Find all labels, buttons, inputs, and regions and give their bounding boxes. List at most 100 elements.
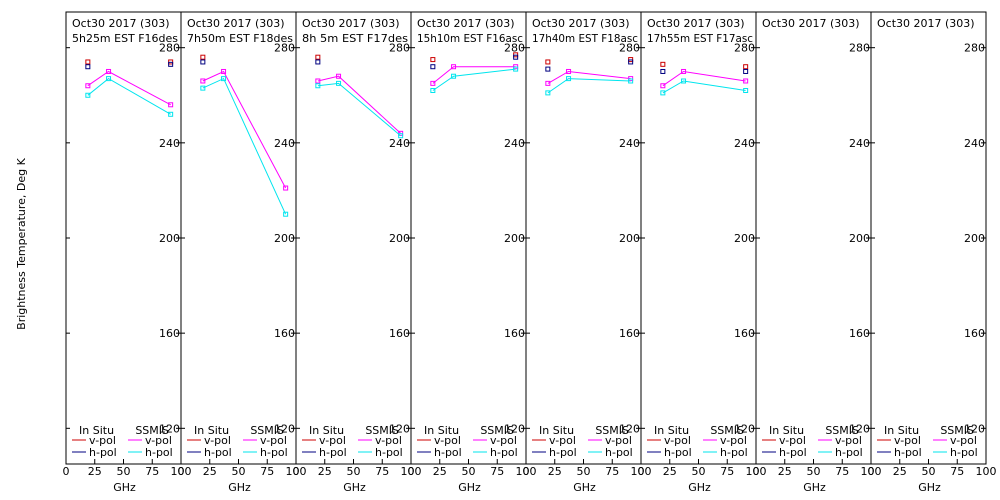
legend-insitu-header: In Situ <box>309 424 344 437</box>
legend-ssmis-v-pol-label: v-pol <box>605 434 632 447</box>
ssmis-h-marker <box>628 78 634 84</box>
legend-insitu-h-pol-label: h-pol <box>89 446 117 459</box>
legend-ssmis-h-pol-label: h-pol <box>950 446 978 459</box>
x-axis-label: GHz <box>343 481 366 494</box>
legend-ssmis-v-pol-label: v-pol <box>835 434 862 447</box>
insitu-h-marker <box>430 64 436 70</box>
x-tick-label: 75 <box>145 465 159 478</box>
y-tick-label: 240 <box>734 137 755 150</box>
ssmis-h-line <box>547 78 631 94</box>
x-axis-label: GHz <box>918 481 941 494</box>
x-tick-label: 25 <box>778 465 792 478</box>
legend-insitu-v-pol-label: v-pol <box>204 434 231 447</box>
insitu-h-marker <box>200 59 206 65</box>
y-tick-label: 240 <box>849 137 870 150</box>
legend-ssmis-header: SSMIS <box>250 424 284 437</box>
panel-1: Oct30 2017 (303) 5h25m EST F16des 120 160 20… <box>63 17 192 494</box>
insitu-v-marker <box>85 59 91 65</box>
ssmis-v-marker <box>743 78 749 84</box>
ssmis-v-marker <box>451 64 457 70</box>
x-tick-label: 0 <box>638 465 645 478</box>
insitu-v-marker <box>315 54 321 60</box>
legend-ssmis-h-pol-label: h-pol <box>260 446 288 459</box>
insitu-h-marker <box>545 66 551 72</box>
insitu-v-marker <box>200 54 206 60</box>
x-tick-label: 100 <box>286 465 307 478</box>
ssmis-h-line <box>662 80 746 94</box>
legend-ssmis-h-pol-label: h-pol <box>835 446 863 459</box>
y-tick-label: 120 <box>159 422 180 435</box>
y-tick-label: 160 <box>619 327 640 340</box>
x-axis-label: GHz <box>113 481 136 494</box>
legend-insitu-v-pol-label: v-pol <box>549 434 576 447</box>
legend-ssmis-v-pol-label: v-pol <box>490 434 517 447</box>
x-tick-label: 75 <box>260 465 274 478</box>
insitu-v-marker <box>743 64 749 70</box>
x-tick-label: 75 <box>605 465 619 478</box>
panel-4: Oct30 2017 (303) 15h10m EST F16asc 120 160 2… <box>408 12 537 494</box>
panel-title: Oct30 2017 (303) <box>762 17 860 30</box>
x-tick-label: 75 <box>835 465 849 478</box>
x-tick-label: 100 <box>861 465 882 478</box>
x-tick-label: 50 <box>347 465 361 478</box>
ssmis-v-marker <box>336 73 342 79</box>
legend-insitu-header: In Situ <box>539 424 574 437</box>
ssmis-h-marker <box>743 88 749 94</box>
insitu-h-marker <box>660 68 666 74</box>
legend-insitu-header: In Situ <box>79 424 114 437</box>
y-tick-label: 120 <box>964 422 985 435</box>
ssmis-v-marker <box>283 185 289 191</box>
y-tick-label: 120 <box>619 422 640 435</box>
x-tick-label: 0 <box>63 465 70 478</box>
x-tick-label: 0 <box>293 465 300 478</box>
ssmis-v-line <box>202 70 287 189</box>
x-axis-label: GHz <box>803 481 826 494</box>
legend-ssmis-v-pol-label: v-pol <box>260 434 287 447</box>
ssmis-h-marker <box>85 92 91 98</box>
x-tick-label: 50 <box>462 465 476 478</box>
y-tick-label: 200 <box>619 232 640 245</box>
ssmis-h-marker <box>451 73 457 79</box>
ssmis-v-marker <box>106 68 112 74</box>
panel-subtitle: 17h55m EST F17asc <box>647 32 753 45</box>
panel-2: Oct30 2017 (303) 7h50m EST F18des 120 160 20… <box>178 12 307 494</box>
x-tick-label: 75 <box>950 465 964 478</box>
legend-insitu-v-pol-label: v-pol <box>894 434 921 447</box>
ssmis-v-marker <box>545 80 551 86</box>
panel-title: Oct30 2017 (303) <box>302 17 400 30</box>
legend-insitu-v-pol-label: v-pol <box>319 434 346 447</box>
panel-3: Oct30 2017 (303) 8h 5m EST F17des 120 160 20… <box>293 12 422 494</box>
insitu-h-marker <box>85 64 91 70</box>
x-tick-label: 50 <box>807 465 821 478</box>
y-tick-label: 280 <box>619 42 640 55</box>
ssmis-v-marker <box>168 102 174 108</box>
ssmis-h-line <box>87 77 171 115</box>
y-axis-label: Brightness Temperature, Deg K <box>15 157 28 329</box>
y-tick-label: 120 <box>274 422 295 435</box>
x-axis-label: GHz <box>458 481 481 494</box>
legend-ssmis-h-pol-label: h-pol <box>605 446 633 459</box>
x-tick-label: 50 <box>692 465 706 478</box>
ssmis-h-marker <box>336 80 342 86</box>
ssmis-v-marker <box>681 68 687 74</box>
y-tick-label: 200 <box>964 232 985 245</box>
y-tick-label: 280 <box>849 42 870 55</box>
y-tick-label: 120 <box>504 422 525 435</box>
legend-ssmis-h-pol-label: h-pol <box>720 446 748 459</box>
ssmis-v-marker <box>566 68 572 74</box>
legend-ssmis-header: SSMIS <box>940 424 974 437</box>
ssmis-h-marker <box>221 76 227 82</box>
y-tick-label: 160 <box>964 327 985 340</box>
x-tick-label: 25 <box>88 465 102 478</box>
x-tick-label: 25 <box>663 465 677 478</box>
x-tick-label: 25 <box>203 465 217 478</box>
x-tick-label: 100 <box>976 465 997 478</box>
x-tick-label: 0 <box>178 465 185 478</box>
y-tick-label: 280 <box>504 42 525 55</box>
ssmis-h-marker <box>168 111 174 117</box>
panel-title: Oct30 2017 (303) <box>72 17 170 30</box>
x-tick-label: 0 <box>868 465 875 478</box>
insitu-h-marker <box>743 68 749 74</box>
insitu-h-marker <box>628 59 634 65</box>
